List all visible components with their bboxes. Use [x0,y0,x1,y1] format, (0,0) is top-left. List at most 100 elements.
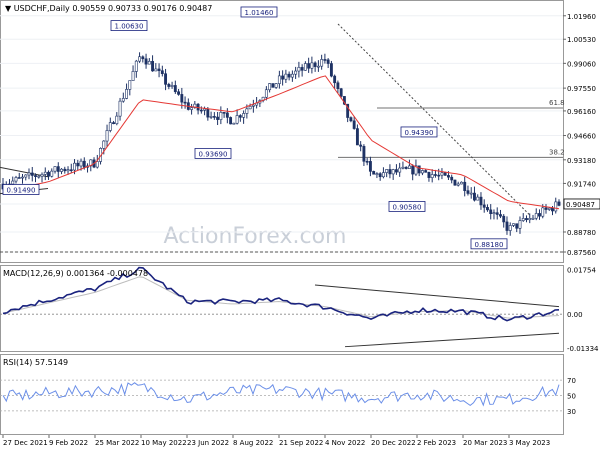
candle-body [281,75,285,80]
candle-body [177,91,181,95]
candle-body [381,172,385,178]
swing-label: 1.01460 [245,9,274,17]
candle-body [82,160,86,168]
macd-tick-label: -0.01334 [567,345,599,353]
price-tick-label: 0.91740 [567,180,596,188]
candle-body [118,100,122,117]
candle-body [378,173,382,178]
date-tick-label: 2 Feb 2023 [417,439,456,447]
candle-body [407,165,411,169]
swing-label-box [194,148,232,159]
date-tick-label: 3 May 2023 [509,439,550,447]
candle-body [411,165,415,175]
candle-body [505,221,509,231]
candle-body [232,122,236,125]
candle-body [394,169,398,173]
swing-label-box [388,201,426,212]
candle-body [138,56,141,62]
candle-body [339,88,343,97]
current-price-box [563,198,600,210]
candle-body [359,144,363,147]
candle-body [180,94,184,103]
candle-body [209,116,213,118]
candle-body [115,115,119,125]
candle-body [56,166,60,172]
candle-body [538,213,541,217]
candle-body [47,171,50,177]
candle-body [157,68,161,72]
candle-body [264,89,268,98]
price-tick-label: 0.94660 [567,133,596,141]
candle-body [521,218,525,221]
candle-body [40,174,44,177]
candle-body [473,192,476,201]
candle-body [30,172,34,176]
candle-body [421,170,424,174]
candle-body [469,192,473,195]
candle-body [245,108,249,114]
candle-body [404,166,408,169]
rsi-title: RSI(14) 57.5149 [3,358,68,367]
swing-label: 1.00630 [115,23,144,31]
candle-body [108,122,112,131]
candle-body [242,113,246,118]
candle-body [183,101,187,104]
candle-body [388,169,392,175]
candle-body [212,116,216,118]
swing-label: 0.94390 [405,129,434,137]
macd-signal-line [2,276,560,319]
candle-body [203,108,207,111]
candle-body [112,122,115,125]
candle-body [531,217,535,220]
candle-body [73,162,76,171]
rsi-tick-label: 70 [567,377,576,385]
candle-body [515,223,519,229]
candle-body [495,212,499,215]
candle-body [229,117,233,125]
candle-body [219,112,223,120]
macd-tick-label: 0.01754 [567,267,596,275]
candle-body [313,62,317,67]
date-tick-label: 4 Nov 2022 [325,439,365,447]
candle-body [303,63,307,71]
candle-body [453,179,457,186]
candle-body [216,116,220,120]
date-tick-label: 10 May 2022 [141,439,187,447]
candle-body [290,73,294,78]
swing-label-box [400,126,438,138]
candle-body [463,181,467,191]
fib-level-label: 61.8 [549,99,565,107]
candle-body [486,207,489,211]
candle-body [450,176,454,181]
candle-body [63,168,67,172]
candle-body [372,171,376,175]
candle-body [160,70,164,75]
moving-average-line [2,75,560,210]
date-tick-label: 23 Jun 2022 [187,439,229,447]
candle-body [499,214,502,217]
swing-label-box [240,6,278,18]
candle-body [551,207,554,212]
candle-body [248,105,252,110]
macd-trend-line-upper [314,284,560,308]
rsi-tick-label: 50 [567,393,576,401]
price-tick-label: 1.00530 [567,36,596,44]
candle-body [326,59,330,64]
price-tick-label: 0.87560 [567,249,596,257]
rsi-tick-label: 30 [567,408,576,416]
candle-body [79,160,83,167]
candle-body [547,207,551,210]
fib-level-label: 38.2 [549,148,565,156]
swing-label-box [470,238,508,250]
candle-body [170,85,174,87]
price-tick-label: 0.97550 [567,85,596,93]
candle-body [544,207,548,210]
candle-body [102,140,106,149]
watermark: ActionForex.com [164,224,347,249]
candle-body [277,75,281,84]
price-tick-label: 0.93180 [567,157,596,165]
price-tick-label: 0.99060 [567,60,596,68]
downtrend-line [337,23,531,216]
candle-body [307,63,311,69]
